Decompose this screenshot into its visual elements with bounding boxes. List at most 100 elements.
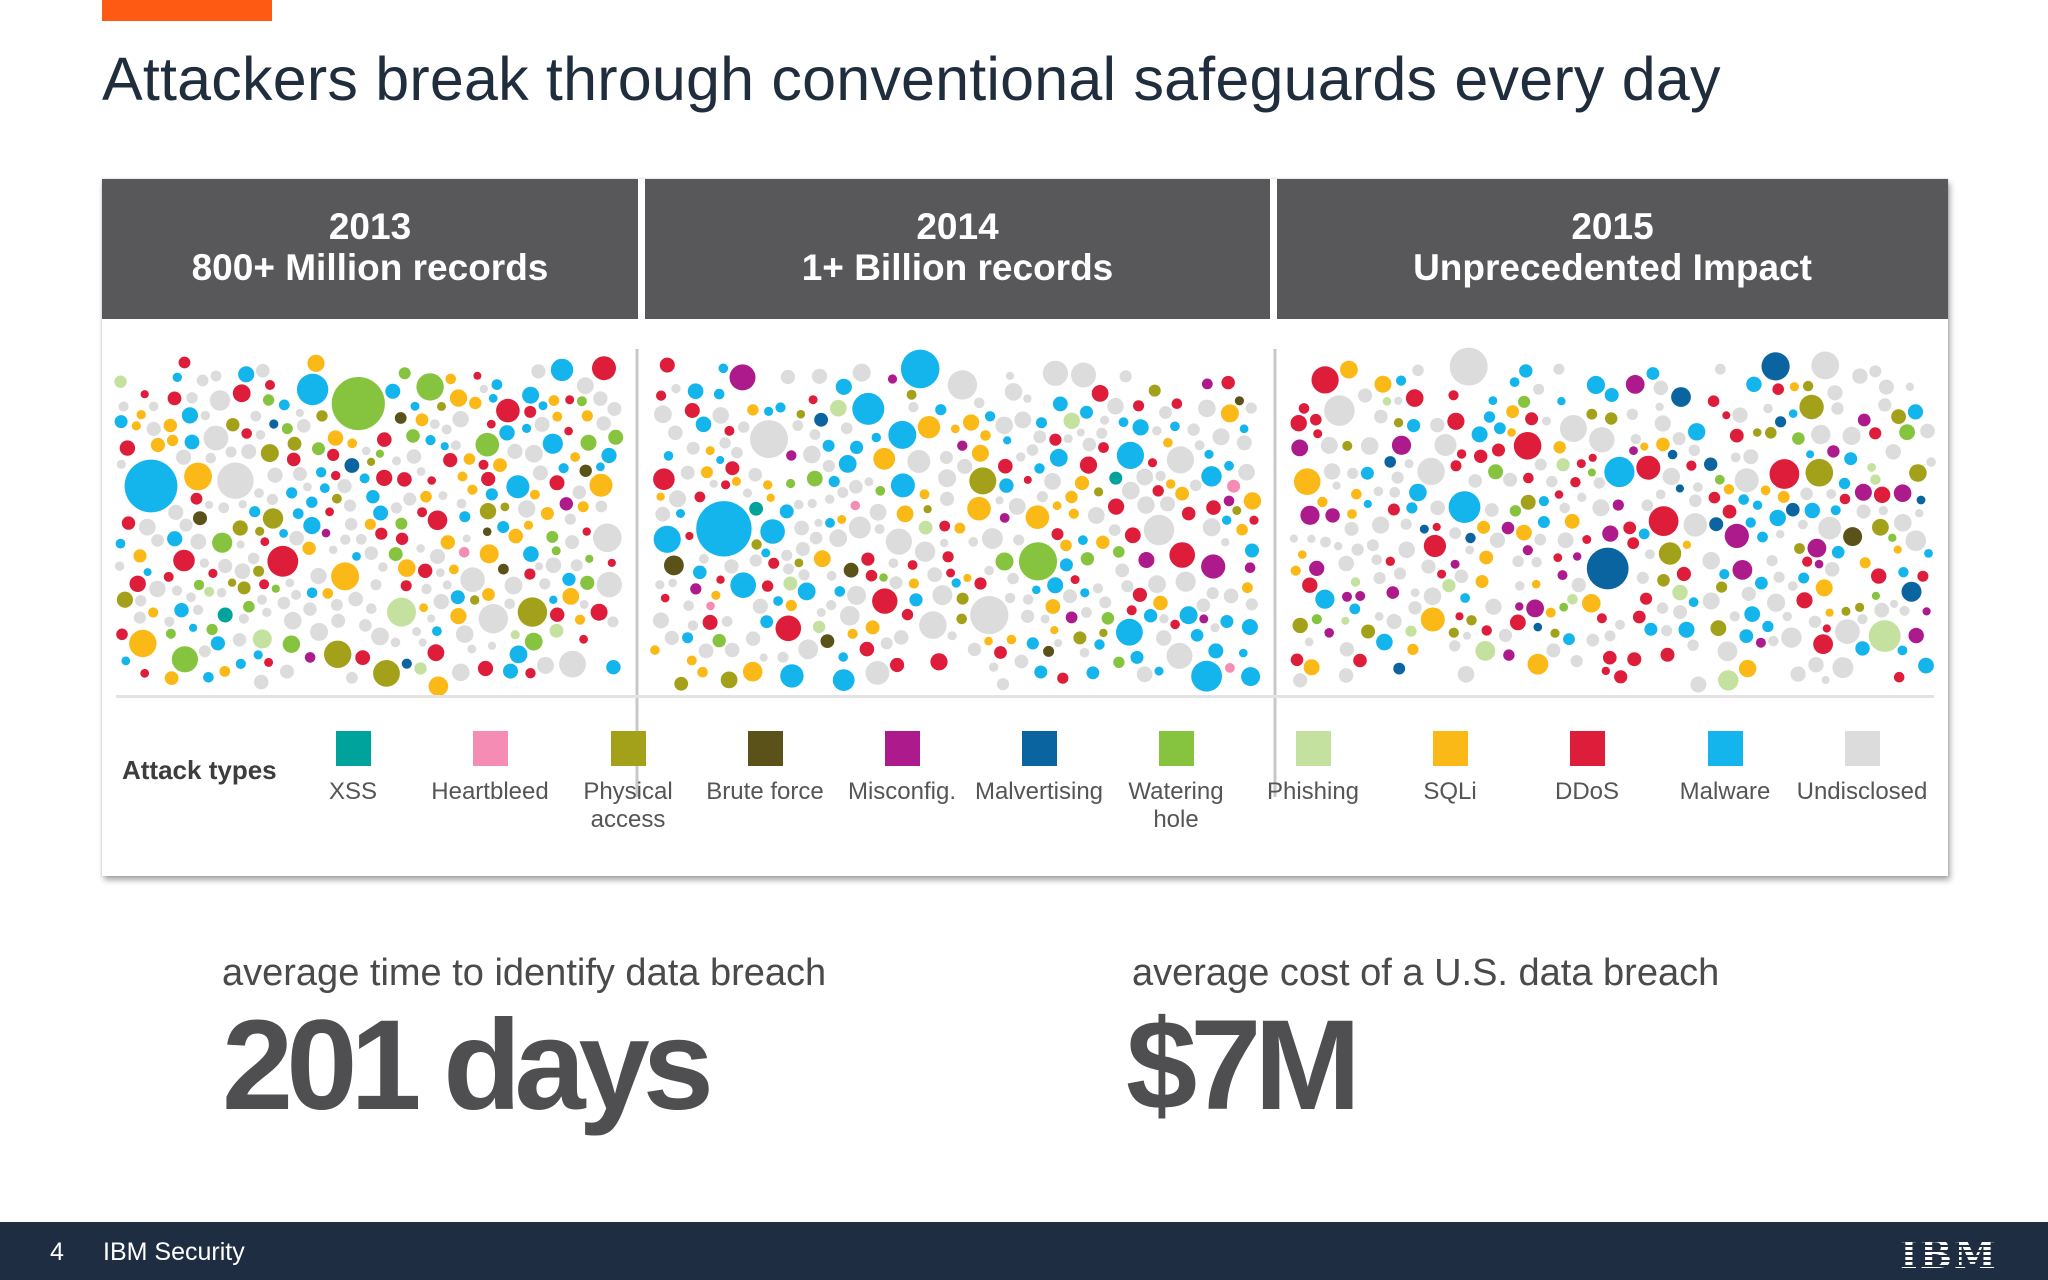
attack-bubble (564, 426, 573, 436)
attack-bubble (417, 507, 428, 518)
attack-bubble (450, 440, 461, 451)
attack-bubble (1420, 607, 1445, 632)
attack-bubble (1724, 523, 1749, 548)
attack-bubble (535, 562, 544, 571)
attack-bubble (1315, 589, 1335, 609)
attack-bubble (1553, 553, 1563, 562)
attack-bubble (871, 432, 881, 443)
attack-bubble (1520, 494, 1536, 510)
attack-bubble (550, 358, 574, 382)
attack-bubble (460, 567, 485, 592)
attack-bubble (608, 429, 624, 445)
attack-bubble (1040, 614, 1050, 624)
attack-bubble (1159, 614, 1169, 624)
attack-bubble (1060, 539, 1072, 552)
attack-bubble (1790, 666, 1806, 682)
attack-bubble (1026, 637, 1039, 650)
attack-bubble (1485, 598, 1502, 615)
attack-bubble (116, 591, 133, 608)
attack-bubble (296, 373, 329, 406)
attack-bubble (1738, 659, 1757, 678)
attack-bubble (1417, 457, 1445, 486)
attack-bubble (1553, 363, 1565, 375)
attack-bubble (796, 409, 806, 419)
attack-bubble (606, 660, 621, 675)
attack-bubble (522, 386, 540, 404)
attack-bubble (1601, 666, 1611, 676)
attack-bubble (440, 442, 449, 451)
attack-bubble (946, 568, 956, 578)
attack-bubble (344, 517, 358, 531)
attack-bubble (783, 576, 798, 591)
attack-bubble (1386, 613, 1402, 630)
attack-bubble (1300, 505, 1320, 525)
attack-bubble (809, 429, 821, 440)
attack-bubble (1897, 645, 1908, 656)
attack-bubble (165, 628, 176, 639)
attack-bubble (504, 576, 523, 595)
attack-bubble (699, 553, 709, 564)
legend-item-malware: Malware (1657, 731, 1793, 806)
attack-bubble (760, 615, 774, 629)
attack-bubble (1627, 652, 1642, 667)
attack-bubble (427, 644, 445, 662)
attack-bubble (1831, 402, 1844, 415)
attack-bubble (1689, 494, 1702, 508)
attack-bubble (1475, 641, 1496, 661)
attack-bubble (655, 580, 665, 590)
attack-bubble (906, 389, 917, 400)
attack-bubble (1719, 569, 1730, 580)
attack-bubble (1298, 403, 1310, 414)
attack-bubble (1014, 654, 1029, 669)
attack-bubble (524, 568, 536, 580)
attack-bubble (1465, 545, 1475, 555)
attack-bubble (189, 623, 198, 632)
attack-bubble (1115, 563, 1130, 578)
attack-bubble (150, 437, 165, 453)
attack-bubble (1675, 484, 1684, 493)
attack-bubble (121, 516, 136, 530)
attack-bubble (999, 478, 1014, 493)
attack-bubble (653, 468, 675, 490)
attack-bubble (1124, 527, 1141, 544)
attack-bubble (826, 600, 837, 611)
attack-bubble (487, 641, 497, 650)
attack-bubble (549, 475, 565, 491)
attack-bubble (441, 424, 452, 435)
attack-bubble (450, 590, 465, 605)
legend-swatch (1569, 731, 1605, 766)
attack-bubble (798, 639, 819, 660)
attack-bubble (1811, 351, 1840, 380)
attack-bubble (1224, 460, 1234, 471)
attack-bubble (850, 500, 861, 511)
attack-bubble (761, 580, 774, 592)
attack-bubble (1386, 586, 1400, 599)
attack-bubble (1187, 423, 1200, 436)
attack-bubble (498, 563, 509, 575)
attack-bubble (969, 467, 997, 495)
attack-bubble (786, 450, 797, 461)
attack-bubble (509, 645, 528, 664)
attack-bubble (1782, 611, 1793, 622)
ibm-logo: IBM (1900, 1232, 1998, 1277)
attack-bubble (1830, 505, 1841, 516)
attack-bubble (1710, 620, 1727, 637)
attack-bubble (1796, 592, 1813, 609)
attack-bubble (1121, 580, 1134, 593)
attack-bubble (1488, 396, 1498, 405)
attack-bubble (199, 558, 209, 568)
attack-bubble (1074, 475, 1090, 491)
attack-bubble (1036, 491, 1048, 503)
attack-bubble (825, 518, 835, 528)
attack-bubble (1351, 543, 1364, 556)
attack-bubble (193, 579, 205, 591)
attack-bubble (370, 579, 382, 591)
attack-bubble (210, 636, 225, 651)
attack-bubble (1662, 467, 1681, 486)
attack-bubble (1506, 405, 1519, 419)
attack-bubble (1313, 429, 1323, 439)
year-label: 2015 (1571, 206, 1654, 247)
legend-item-label: Malvertising (974, 778, 1104, 805)
attack-bubble (1236, 523, 1248, 536)
attack-bubble (1098, 442, 1109, 453)
